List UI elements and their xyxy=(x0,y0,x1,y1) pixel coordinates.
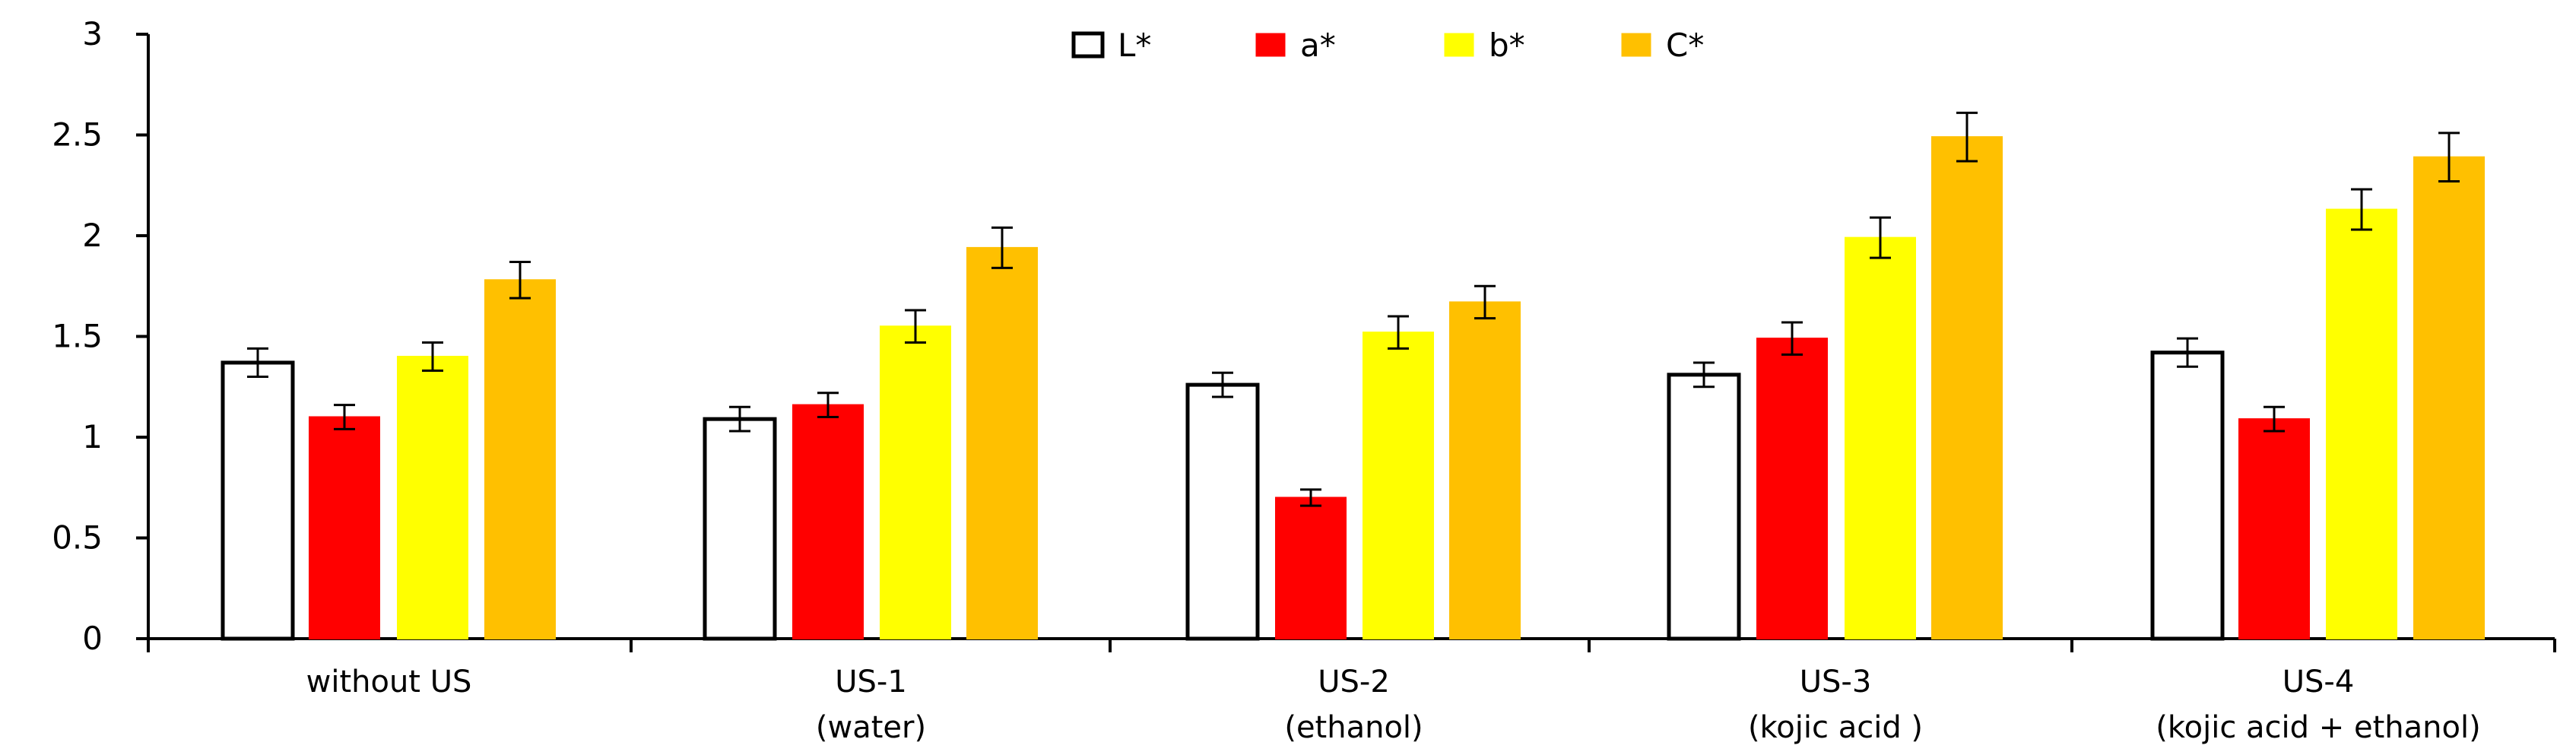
x-category-label: US-3 xyxy=(1800,665,1872,699)
x-category-label: (kojic acid + ethanol) xyxy=(2156,710,2480,745)
y-tick-label: 2.5 xyxy=(52,116,103,154)
legend-label: a* xyxy=(1300,27,1336,64)
bar-lstar xyxy=(703,417,777,641)
y-tick-label: 2 xyxy=(82,217,103,254)
bar-astar xyxy=(309,416,380,639)
bar-bstar xyxy=(1363,332,1434,639)
legend-swatch xyxy=(1071,31,1105,59)
bar-cstar xyxy=(966,246,1038,639)
bar-cstar xyxy=(484,279,556,639)
legend-swatch xyxy=(1621,33,1651,57)
x-category-label: (ethanol) xyxy=(1284,710,1423,745)
y-tick-label: 0.5 xyxy=(52,519,103,557)
legend-label: C* xyxy=(1666,27,1704,64)
bar-lstar xyxy=(1667,373,1741,641)
y-tick-label: 0 xyxy=(82,620,103,657)
bar-astar xyxy=(1756,338,1828,639)
bar-bstar xyxy=(2326,208,2397,639)
x-category-label: without US xyxy=(306,665,472,699)
bar-bstar xyxy=(1845,236,1916,639)
y-tick-label: 3 xyxy=(82,15,103,52)
legend-swatch xyxy=(1255,33,1286,57)
legend-label: b* xyxy=(1489,27,1525,64)
legend-swatch xyxy=(1444,33,1474,57)
bar-lstar xyxy=(1185,382,1260,641)
x-category-label: (kojic acid ) xyxy=(1748,710,1923,745)
bar-astar xyxy=(1275,496,1347,639)
bar-cstar xyxy=(2413,156,2485,639)
x-category-label: US-4 xyxy=(2283,665,2355,699)
bar-astar xyxy=(2238,418,2310,640)
bar-cstar xyxy=(1449,301,1521,639)
y-tick-label: 1 xyxy=(82,418,103,455)
bar-lstar xyxy=(2150,351,2225,641)
legend-label: L* xyxy=(1118,27,1151,64)
bar-bstar xyxy=(880,325,951,639)
bar-cstar xyxy=(1931,136,2003,639)
bar-bstar xyxy=(397,356,468,639)
bar-astar xyxy=(792,404,864,639)
x-category-label: US-2 xyxy=(1318,665,1390,699)
y-tick-label: 1.5 xyxy=(52,318,103,355)
x-category-label: (water) xyxy=(816,710,926,745)
x-category-label: US-1 xyxy=(835,665,907,699)
bar-lstar xyxy=(220,360,295,641)
